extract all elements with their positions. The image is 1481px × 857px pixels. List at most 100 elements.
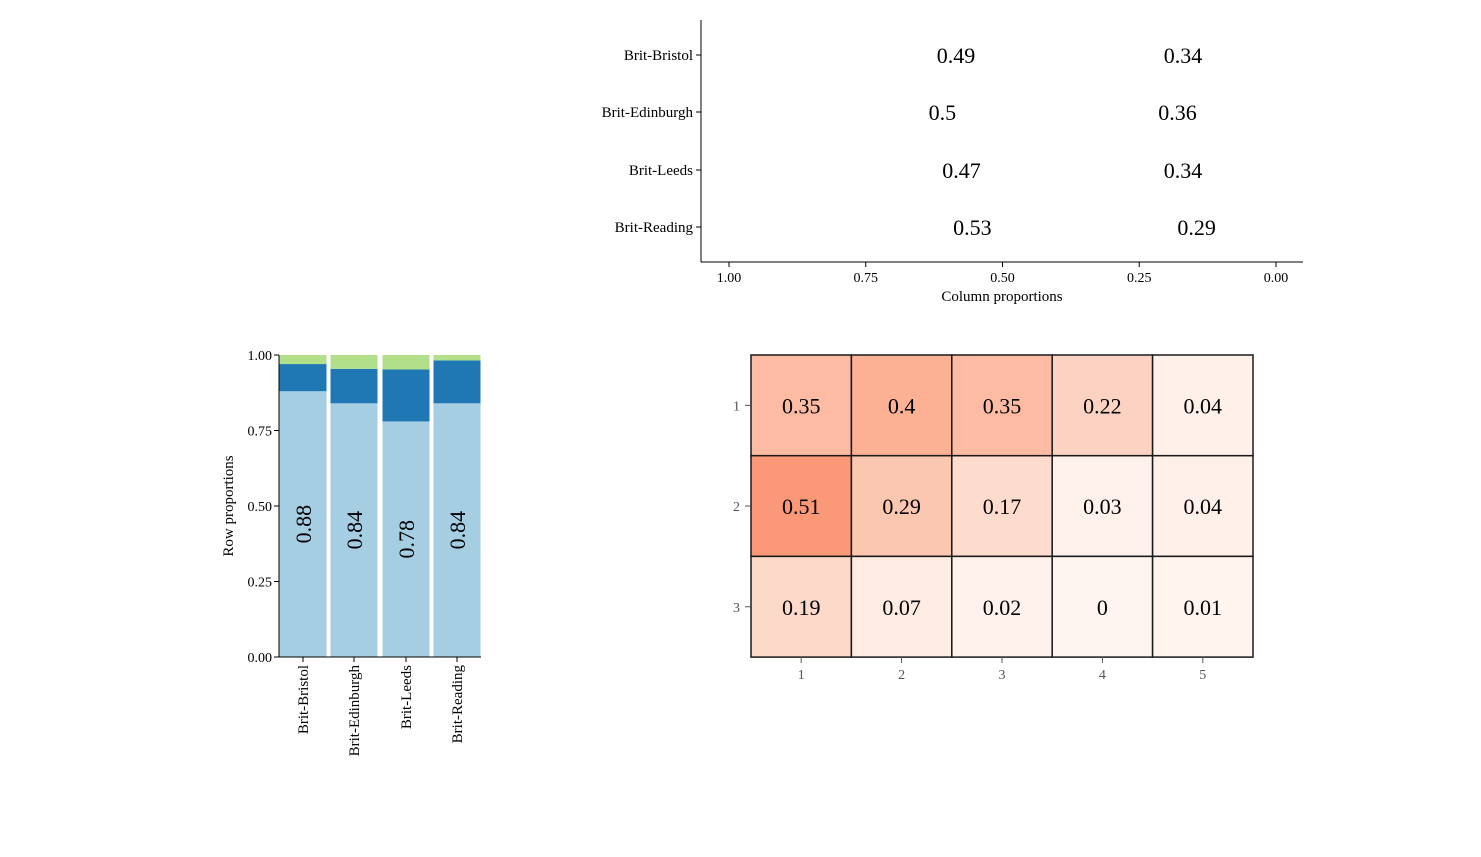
cell-label: 0.04 xyxy=(1184,494,1223,519)
x-tick-label: 5 xyxy=(1199,668,1206,683)
bar-segment xyxy=(821,31,823,79)
y-tick-label: 1 xyxy=(733,399,740,414)
data-label: 0.84 xyxy=(342,511,367,550)
bar-segment xyxy=(762,203,764,251)
x-tick-label: 3 xyxy=(999,668,1006,683)
bar-segment xyxy=(1275,88,1277,136)
bar-segment xyxy=(1275,146,1277,194)
bar-segment xyxy=(330,403,378,657)
y-axis-label: Row proportions xyxy=(221,455,237,556)
x-tick-label: Brit-Leeds xyxy=(399,665,415,729)
y-tick-label: Brit-Leeds xyxy=(629,163,693,179)
bar-segment xyxy=(382,355,430,370)
cell-label: 0.19 xyxy=(782,595,821,620)
bar-segment xyxy=(382,369,430,422)
data-label: 0.5 xyxy=(929,100,957,125)
bar-segment xyxy=(1089,31,1091,79)
bar-segment xyxy=(735,203,737,251)
y-tick-label: Brit-Edinburgh xyxy=(602,105,694,121)
y-tick-label: 2 xyxy=(733,500,740,515)
y-tick-label: Brit-Bristol xyxy=(624,48,693,64)
data-label: 0.47 xyxy=(942,158,981,183)
y-tick-label: 0.50 xyxy=(248,500,273,515)
bar-segment xyxy=(382,421,430,657)
data-label: 0.53 xyxy=(953,215,992,240)
bar-segment xyxy=(751,31,753,79)
bar-segment xyxy=(1078,88,1080,136)
x-tick-label: Brit-Bristol xyxy=(296,665,312,734)
bar-segment xyxy=(433,360,481,404)
x-tick-label: 0.75 xyxy=(854,271,879,286)
cell-label: 0.4 xyxy=(888,393,916,418)
cell-label: 0.04 xyxy=(1184,393,1223,418)
bar-segment xyxy=(761,146,763,194)
cell-label: 0.01 xyxy=(1184,595,1223,620)
bar-segment xyxy=(279,364,327,392)
data-label: 0.34 xyxy=(1164,43,1203,68)
data-label: 0.88 xyxy=(291,505,316,544)
cell-label: 0.17 xyxy=(983,494,1022,519)
bar-segment xyxy=(805,88,807,136)
bar-segment xyxy=(827,203,829,251)
heatmap-cell xyxy=(850,555,953,658)
bar-segment xyxy=(279,355,327,365)
x-tick-label: 0.00 xyxy=(1264,271,1289,286)
cell-label: 0.03 xyxy=(1083,494,1122,519)
heatmap-cell xyxy=(1151,454,1254,558)
bar-segment xyxy=(1275,31,1277,79)
bar-segment xyxy=(279,391,327,657)
cell-label: 0 xyxy=(1097,595,1108,620)
x-tick-label: 1 xyxy=(798,668,805,683)
bar-segment xyxy=(433,403,481,657)
heatmap-cell xyxy=(1051,454,1154,558)
row-proportions-chart: 0.88 Brit-Bristol 0.84 Brit-Edinburgh 0.78 Br… xyxy=(221,349,481,756)
x-tick-label: 1.00 xyxy=(717,271,742,286)
heatmap-cell xyxy=(750,354,853,457)
cell-label: 0.07 xyxy=(882,595,921,620)
heatmap-cell xyxy=(850,354,953,457)
column-proportions-chart: 0.34 0.49 Brit-Bristol 0.36 0.5 Brit-Edinburg… xyxy=(602,20,1303,305)
y-tick-label: 0.75 xyxy=(248,425,273,440)
cell-label: 0.29 xyxy=(882,494,921,519)
x-tick-label: Brit-Reading xyxy=(450,665,466,744)
bar-segment xyxy=(733,146,735,194)
x-tick-label: 4 xyxy=(1099,668,1106,683)
data-label: 0.36 xyxy=(1158,100,1197,125)
bar-segment xyxy=(832,146,834,194)
x-axis-label: Column proportions xyxy=(941,289,1062,305)
heatmap-cell xyxy=(1151,354,1254,457)
bar-segment xyxy=(330,355,378,369)
y-tick-label: Brit-Reading xyxy=(615,220,694,236)
bar-segment xyxy=(731,31,733,79)
x-tick-label: Brit-Edinburgh xyxy=(347,665,363,757)
x-tick-label: 0.25 xyxy=(1127,271,1152,286)
heatmap-cell xyxy=(850,454,953,558)
bar-segment xyxy=(1117,203,1119,251)
cell-label: 0.35 xyxy=(782,393,821,418)
bar-segment xyxy=(330,368,378,404)
y-tick-label: 3 xyxy=(733,601,740,616)
bar-segment xyxy=(1275,203,1277,251)
data-label: 0.49 xyxy=(937,43,976,68)
y-tick-label: 0.25 xyxy=(248,576,273,591)
y-tick-label: 1.00 xyxy=(248,349,273,364)
heatmap-chart: 0.35 0.4 0.35 0.22 0.04 1 0.51 0.29 0.17 0.03 0.04… xyxy=(733,354,1254,683)
bar-segment xyxy=(754,88,756,136)
cell-label: 0.35 xyxy=(983,393,1022,418)
data-label: 0.29 xyxy=(1177,215,1216,240)
bar-segment xyxy=(740,88,742,136)
data-label: 0.34 xyxy=(1164,158,1203,183)
x-tick-label: 0.50 xyxy=(990,271,1015,286)
bar-segment xyxy=(433,355,481,361)
heatmap-cell xyxy=(1051,555,1154,658)
bar-segment xyxy=(1089,146,1091,194)
data-label: 0.84 xyxy=(445,511,470,550)
x-tick-label: 2 xyxy=(898,668,905,683)
cell-label: 0.22 xyxy=(1083,393,1122,418)
cell-label: 0.51 xyxy=(782,494,821,519)
data-label: 0.78 xyxy=(394,520,419,559)
heatmap-cell xyxy=(1151,555,1254,658)
heatmap-cell xyxy=(951,555,1053,658)
y-tick-label: 0.00 xyxy=(248,651,273,666)
